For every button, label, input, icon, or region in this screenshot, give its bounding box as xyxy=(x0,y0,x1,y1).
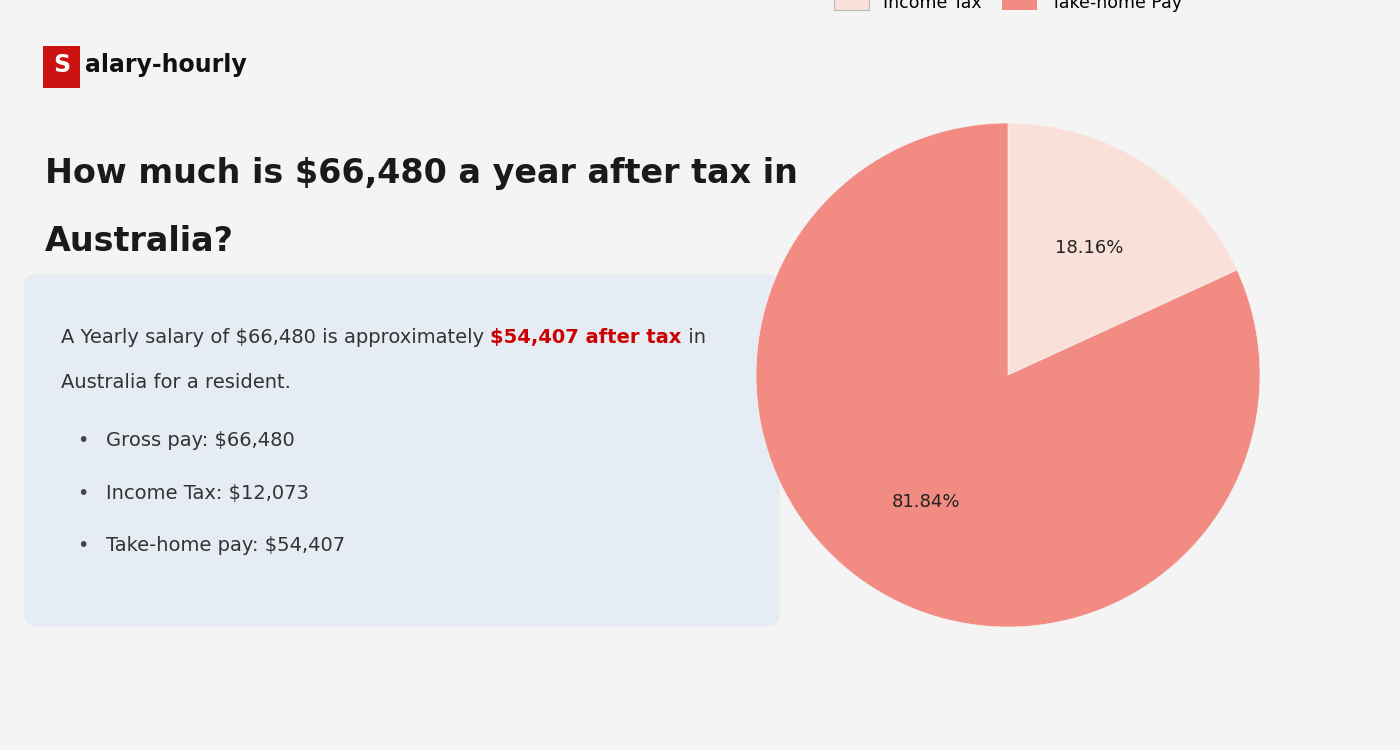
Text: $54,407 after tax: $54,407 after tax xyxy=(490,328,682,346)
Text: •: • xyxy=(77,536,88,555)
Text: Income Tax: $12,073: Income Tax: $12,073 xyxy=(105,484,308,502)
Text: alary-hourly: alary-hourly xyxy=(85,53,246,77)
Text: Gross pay: $66,480: Gross pay: $66,480 xyxy=(105,431,294,450)
Wedge shape xyxy=(1008,123,1238,375)
Text: •: • xyxy=(77,431,88,450)
Text: 18.16%: 18.16% xyxy=(1056,238,1124,256)
Text: •: • xyxy=(77,484,88,502)
FancyBboxPatch shape xyxy=(24,274,780,626)
Text: S: S xyxy=(53,53,70,77)
Text: Australia for a resident.: Australia for a resident. xyxy=(62,373,291,392)
Text: How much is $66,480 a year after tax in: How much is $66,480 a year after tax in xyxy=(45,158,798,190)
Text: Take-home pay: $54,407: Take-home pay: $54,407 xyxy=(105,536,344,555)
Text: 81.84%: 81.84% xyxy=(892,494,960,512)
Text: Australia?: Australia? xyxy=(45,225,234,258)
FancyBboxPatch shape xyxy=(43,46,80,88)
Text: A Yearly salary of $66,480 is approximately: A Yearly salary of $66,480 is approximat… xyxy=(62,328,490,346)
Text: in: in xyxy=(682,328,706,346)
Wedge shape xyxy=(756,123,1260,627)
Legend: Income Tax, Take-home Pay: Income Tax, Take-home Pay xyxy=(827,0,1189,19)
